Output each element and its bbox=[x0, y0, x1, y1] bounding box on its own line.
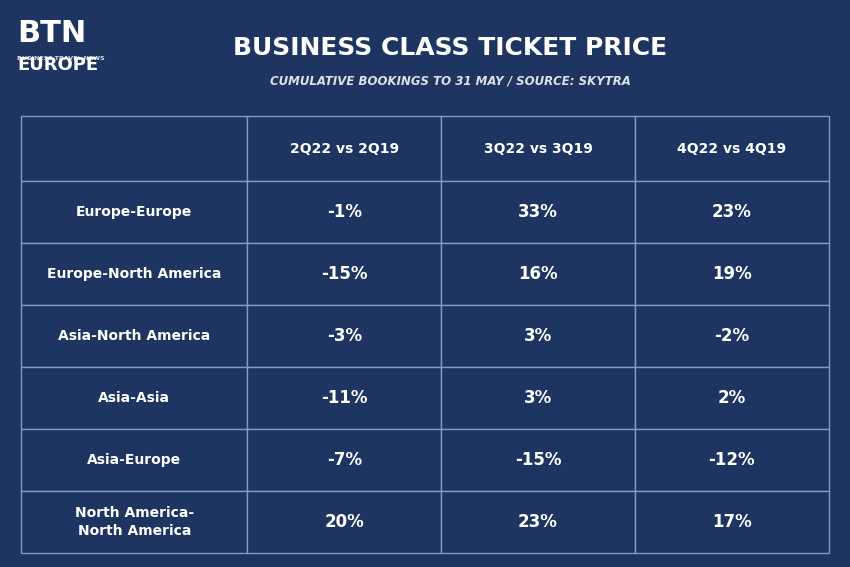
Bar bbox=[635, 305, 829, 367]
Text: -2%: -2% bbox=[714, 327, 750, 345]
Text: 4Q22 vs 4Q19: 4Q22 vs 4Q19 bbox=[677, 142, 786, 156]
Text: Asia-Europe: Asia-Europe bbox=[88, 453, 181, 467]
Text: Europe-North America: Europe-North America bbox=[47, 267, 222, 281]
Text: BUSINESS CLASS TICKET PRICE: BUSINESS CLASS TICKET PRICE bbox=[234, 36, 667, 60]
Text: 17%: 17% bbox=[712, 513, 751, 531]
Text: 19%: 19% bbox=[712, 265, 751, 284]
Bar bbox=[247, 243, 441, 305]
Text: -15%: -15% bbox=[515, 451, 561, 469]
Text: -15%: -15% bbox=[321, 265, 367, 284]
Bar bbox=[21, 243, 247, 305]
Bar bbox=[635, 116, 829, 181]
Bar bbox=[21, 181, 247, 243]
Text: -7%: -7% bbox=[326, 451, 362, 469]
Text: 20%: 20% bbox=[325, 513, 364, 531]
Bar bbox=[441, 429, 635, 491]
Bar bbox=[21, 491, 247, 553]
Text: Asia-North America: Asia-North America bbox=[58, 329, 211, 343]
Bar bbox=[247, 181, 441, 243]
Text: 3%: 3% bbox=[524, 389, 552, 407]
Bar bbox=[441, 116, 635, 181]
Text: Asia-Asia: Asia-Asia bbox=[99, 391, 170, 405]
Bar bbox=[247, 429, 441, 491]
Bar bbox=[247, 491, 441, 553]
Text: -3%: -3% bbox=[326, 327, 362, 345]
Text: CUMULATIVE BOOKINGS TO 31 MAY / SOURCE: SKYTRA: CUMULATIVE BOOKINGS TO 31 MAY / SOURCE: … bbox=[270, 75, 631, 88]
Text: BUSINESS TRAVEL NEWS: BUSINESS TRAVEL NEWS bbox=[17, 56, 105, 61]
Bar bbox=[441, 181, 635, 243]
Text: 23%: 23% bbox=[712, 204, 751, 221]
Text: BTN: BTN bbox=[17, 19, 86, 48]
Text: Europe-Europe: Europe-Europe bbox=[76, 205, 192, 219]
Bar bbox=[21, 116, 247, 181]
Text: 3Q22 vs 3Q19: 3Q22 vs 3Q19 bbox=[484, 142, 592, 156]
Bar bbox=[635, 181, 829, 243]
Text: EUROPE: EUROPE bbox=[17, 56, 98, 74]
Bar bbox=[635, 429, 829, 491]
Bar bbox=[247, 367, 441, 429]
Text: -1%: -1% bbox=[326, 204, 362, 221]
Bar bbox=[21, 367, 247, 429]
Bar bbox=[441, 243, 635, 305]
Text: 33%: 33% bbox=[518, 204, 558, 221]
Text: 2Q22 vs 2Q19: 2Q22 vs 2Q19 bbox=[290, 142, 399, 156]
Text: 23%: 23% bbox=[518, 513, 558, 531]
Bar bbox=[635, 243, 829, 305]
Text: -12%: -12% bbox=[709, 451, 755, 469]
Text: 3%: 3% bbox=[524, 327, 552, 345]
Text: -11%: -11% bbox=[321, 389, 367, 407]
Bar bbox=[441, 367, 635, 429]
Bar bbox=[441, 305, 635, 367]
Text: 2%: 2% bbox=[717, 389, 746, 407]
Bar bbox=[21, 305, 247, 367]
Text: 16%: 16% bbox=[518, 265, 558, 284]
Text: North America-
North America: North America- North America bbox=[75, 506, 194, 538]
Bar bbox=[635, 491, 829, 553]
Bar bbox=[247, 116, 441, 181]
Bar bbox=[247, 305, 441, 367]
Bar bbox=[635, 367, 829, 429]
Bar bbox=[21, 429, 247, 491]
Bar bbox=[441, 491, 635, 553]
